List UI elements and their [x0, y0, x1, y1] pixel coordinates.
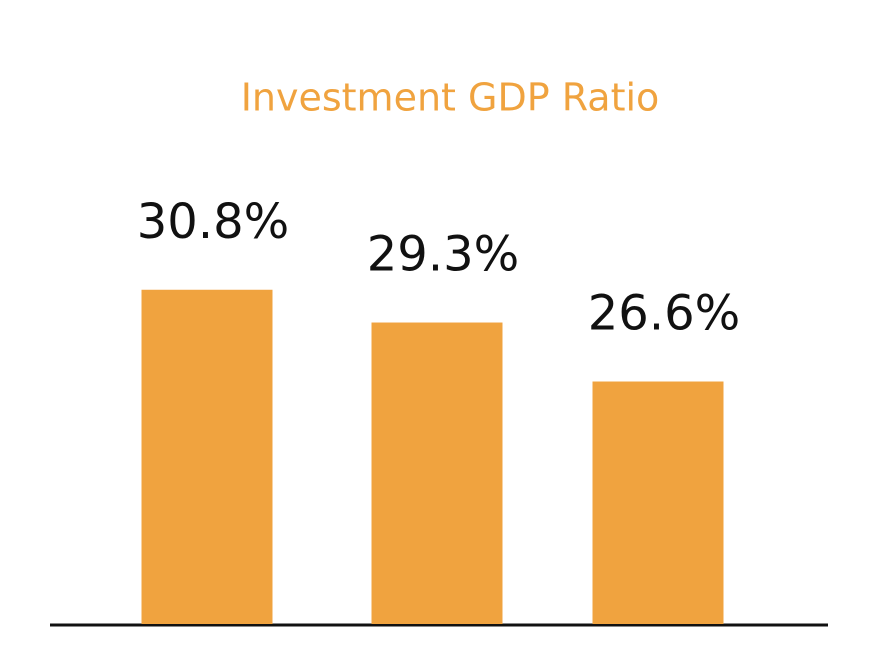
chart-title: Investment GDP Ratio [241, 76, 660, 120]
bar [371, 322, 503, 624]
value-label: 30.8% [137, 194, 289, 250]
value-label: 26.6% [588, 286, 740, 342]
bar [592, 381, 724, 624]
bar [141, 289, 273, 624]
value-label: 29.3% [367, 227, 519, 283]
